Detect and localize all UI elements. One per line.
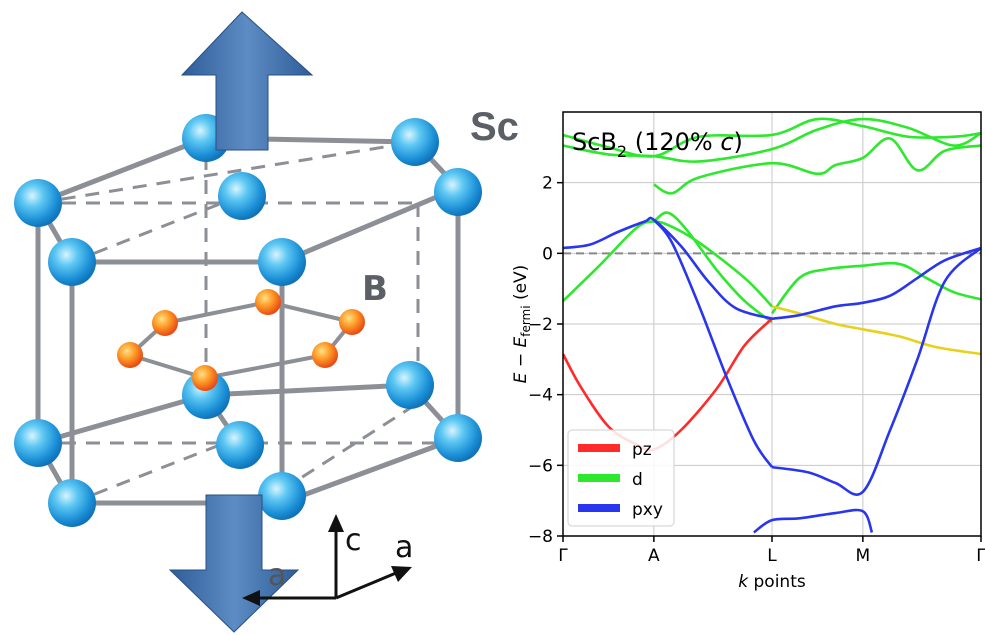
ticks: Γ A L M Γ 2 0 −2 −4 −6 −8 xyxy=(528,174,985,566)
y-axis-label-unit: (eV) xyxy=(511,265,531,306)
crystal-structure: Sc B c a a xyxy=(14,11,519,633)
sc-atom xyxy=(216,421,264,469)
bands xyxy=(563,117,981,534)
b-atom xyxy=(339,309,365,335)
x-tick-label: L xyxy=(767,546,777,566)
legend: pz d pxy xyxy=(567,429,675,527)
y-axis-label-sub: fermi xyxy=(519,305,533,336)
chart-title-main: ScB xyxy=(572,128,617,156)
band-line xyxy=(753,508,874,534)
b-label: B xyxy=(362,269,388,309)
sc-atoms xyxy=(14,114,482,527)
band-line xyxy=(771,247,981,496)
sc-label: Sc xyxy=(470,105,519,149)
axis-c-label: c xyxy=(345,523,362,558)
chart-title-sub: 2 xyxy=(617,142,627,161)
band-line xyxy=(653,137,981,195)
sc-atom xyxy=(218,172,266,220)
axis-a-label: a xyxy=(268,558,286,593)
y-tick-label: −6 xyxy=(528,456,553,476)
x-tick-label: Γ xyxy=(558,546,568,566)
y-tick-label: −4 xyxy=(528,386,553,406)
chart-title-close: ) xyxy=(734,128,743,156)
legend-swatch-pxy xyxy=(578,504,620,512)
x-axis-label-rest: points xyxy=(748,572,806,592)
y-axis-label: E − Efermi (eV) xyxy=(511,265,533,384)
sc-atom xyxy=(434,168,482,216)
x-axis-label: k points xyxy=(738,572,806,592)
x-axis-label-k: k xyxy=(738,572,749,592)
band-line xyxy=(563,117,981,163)
axis-a-label: a xyxy=(395,530,413,565)
legend-box xyxy=(567,429,675,527)
b-atom xyxy=(117,342,143,368)
sc-atom xyxy=(258,472,306,520)
x-tick-label: M xyxy=(856,546,871,566)
sc-atom xyxy=(14,419,62,467)
band-line xyxy=(771,305,981,356)
legend-label-pxy: pxy xyxy=(632,500,663,520)
sc-atom xyxy=(434,414,482,462)
legend-label-d: d xyxy=(632,470,643,490)
axis-triad xyxy=(242,514,412,606)
x-tick-label: Γ xyxy=(976,546,985,566)
y-axis-label-main: E − E xyxy=(511,337,531,384)
chart-title: ScB2 (120% c) xyxy=(572,128,743,161)
x-tick-label: A xyxy=(648,546,660,566)
b-atoms xyxy=(117,289,365,391)
legend-swatch-pz xyxy=(578,444,620,452)
sc-atom xyxy=(391,118,439,166)
band-line xyxy=(563,220,773,308)
sc-atom xyxy=(48,479,96,527)
y-tick-label: −8 xyxy=(528,527,553,547)
band-line xyxy=(770,261,981,315)
legend-label-pz: pz xyxy=(632,440,652,460)
sc-atom xyxy=(386,361,434,409)
chart-title-rest: (120% xyxy=(627,128,720,156)
b-atom xyxy=(255,289,281,315)
sc-atom xyxy=(258,238,306,286)
chart-title-c: c xyxy=(720,128,733,156)
b-atom xyxy=(152,310,178,336)
band-line xyxy=(653,211,773,324)
strain-arrow-up-icon xyxy=(180,11,314,151)
band-structure-chart: Γ A L M Γ20−2−4−6−8 ScB2 (120% c) k points E… xyxy=(511,111,985,592)
legend-swatch-d xyxy=(578,474,620,482)
sc-atom xyxy=(14,179,62,227)
band-line xyxy=(652,218,774,468)
y-tick-label: −2 xyxy=(528,315,553,335)
y-tick-label: 2 xyxy=(542,174,553,194)
dashed-edges xyxy=(37,140,460,505)
sc-atom xyxy=(48,238,96,286)
b-atom xyxy=(192,365,218,391)
y-tick-label: 0 xyxy=(542,244,553,264)
band-line xyxy=(771,246,981,320)
b-atom xyxy=(312,342,338,368)
